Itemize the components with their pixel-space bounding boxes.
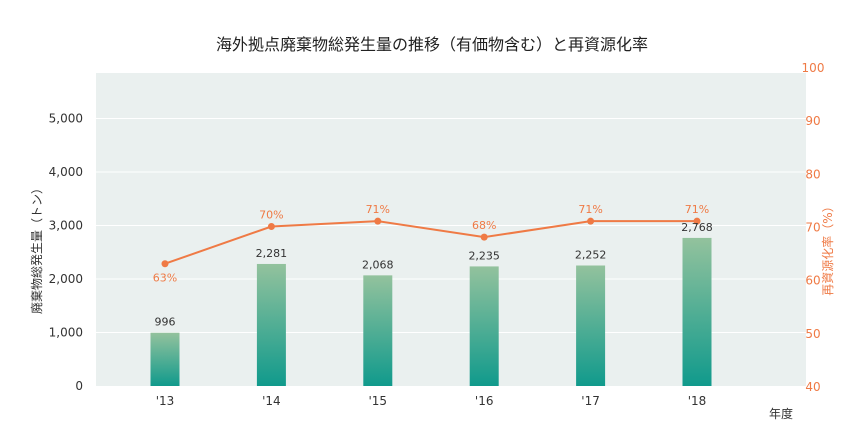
bar-18 [682,237,712,386]
bar-17 [576,265,606,386]
y2-tick-label: 40 [805,380,820,394]
bar-16 [469,266,499,386]
y2-tick-label: 90 [805,114,820,128]
y2-tick-label: 70 [805,221,820,235]
recycling-rate-point [693,217,701,225]
y2-tick-label: 60 [805,274,820,288]
recycling-rate-point [587,217,595,225]
x-tick-label: '16 [475,394,494,408]
rate-value-label: 70% [259,209,283,222]
rate-value-label: 68% [472,219,496,232]
y-tick-label: 4,000 [49,165,83,179]
bar-15 [363,275,393,386]
recycling-rate-point [161,260,169,268]
y2-tick-label: 50 [805,327,820,341]
bar-14 [256,263,286,386]
bar-value-label: 996 [155,316,176,329]
y-tick-label: 3,000 [49,218,83,232]
x-tick-label: '13 [156,394,175,408]
x-tick-label: '18 [688,394,707,408]
rate-value-label: 71% [578,203,602,216]
y2-tick-label: 80 [805,167,820,181]
rate-value-label: 71% [685,203,709,216]
y-axis-label: 廃棄物総発生量（トン） [29,182,44,314]
bar-value-label: 2,281 [256,247,288,260]
chart-title: 海外拠点廃棄物総発生量の推移（有価物含む）と再資源化率 [216,35,648,54]
rate-value-label: 63% [153,272,177,285]
rate-value-label: 71% [366,203,390,216]
bar-value-label: 2,235 [468,249,500,262]
recycling-rate-point [374,217,382,225]
x-axis-label: 年度 [769,406,793,421]
y-tick-label: 1,000 [49,325,83,339]
x-tick-label: '14 [262,394,281,408]
recycling-rate-line [164,220,697,265]
bar-13 [150,332,180,386]
recycling-rate-point [480,233,488,241]
bar-value-label: 2,068 [362,258,394,271]
y-tick-label: 0 [75,379,83,393]
bar-value-label: 2,252 [575,249,607,262]
recycling-rate-point [267,223,275,230]
y2-tick-label: 100 [802,61,825,75]
y-tick-label: 5,000 [49,111,83,125]
bar-value-label: 2,768 [681,221,713,234]
x-tick-label: '15 [369,394,388,408]
x-tick-label: '17 [581,394,600,408]
y2-axis-label: 再資源化率（%） [820,200,835,295]
y-tick-label: 2,000 [49,272,83,286]
